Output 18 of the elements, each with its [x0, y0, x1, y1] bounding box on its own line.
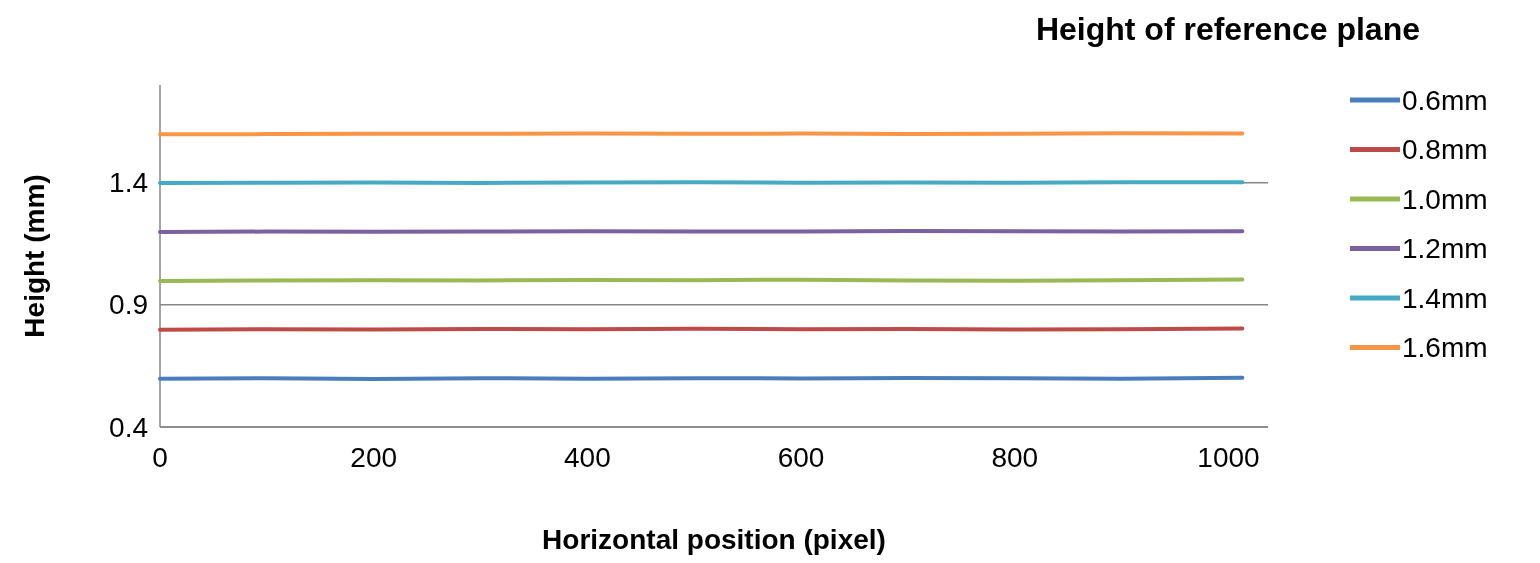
- x-tick-label: 600: [777, 442, 825, 473]
- x-tick-label: 400: [564, 442, 611, 473]
- y-tick-label: 0.9: [109, 289, 148, 321]
- legend-label: 1.0mm: [1402, 183, 1488, 215]
- x-tick-label: 800: [991, 442, 1039, 473]
- legend-title: Height of reference plane: [1035, 11, 1420, 47]
- legend-label: 1.6mm: [1402, 332, 1488, 363]
- legend-label: 1.4mm: [1402, 282, 1488, 314]
- legend-label: 0.6mm: [1402, 84, 1488, 116]
- x-axis-title: Horizontal position (pixel): [542, 524, 886, 555]
- y-axis-title: Height (mm): [19, 174, 50, 338]
- x-tick-label: 0: [152, 442, 168, 473]
- x-tick-label: 1000: [1197, 442, 1260, 473]
- y-tick-label: 1.4: [109, 167, 148, 199]
- legend-label: 1.2mm: [1402, 233, 1488, 264]
- legend-label: 0.8mm: [1402, 134, 1488, 165]
- y-tick-label: 0.4: [109, 411, 148, 443]
- x-tick-label: 200: [350, 442, 398, 473]
